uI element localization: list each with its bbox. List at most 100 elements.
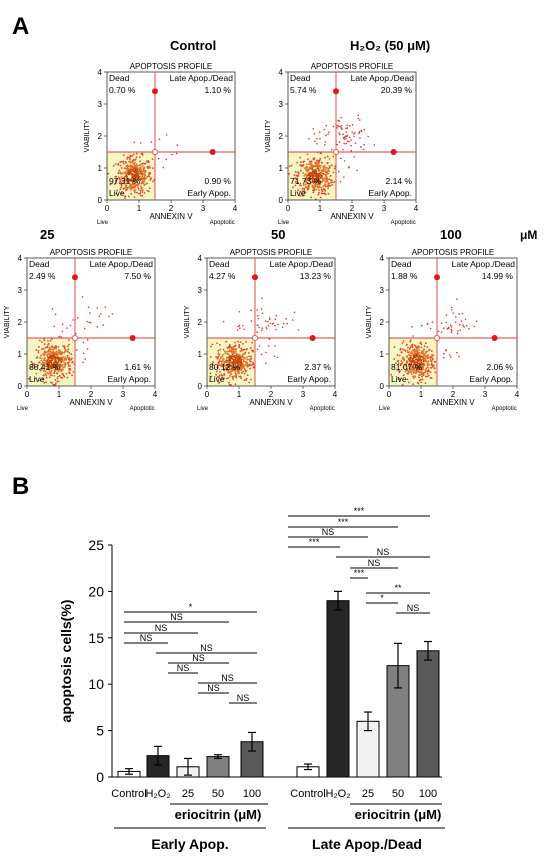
scatter-point	[98, 315, 101, 318]
scatter-point	[393, 358, 396, 360]
scatter-point	[63, 359, 66, 361]
scatter-point	[234, 341, 237, 344]
scatter-point	[108, 315, 110, 318]
scatter-point	[228, 374, 231, 377]
scatter-point	[83, 327, 86, 330]
scatter-point	[127, 195, 130, 198]
scatter-point	[224, 352, 227, 355]
scatter-point	[141, 164, 144, 167]
scatter-point	[158, 138, 161, 141]
quadrant-live-percent: 81.07 %	[391, 362, 423, 372]
scatter-point	[175, 152, 178, 155]
scatter-point	[123, 177, 126, 180]
quadrant-early-label: Early Apop.	[470, 374, 513, 384]
scatter-point	[65, 372, 68, 375]
scatter-point	[332, 125, 335, 128]
scatter-point	[416, 367, 419, 369]
scatter-point	[47, 350, 50, 353]
y-tick-label: 0	[279, 196, 284, 205]
scatter-point	[148, 165, 151, 168]
scatter-point	[431, 321, 434, 324]
flow-plot-title: APOPTOSIS PROFILE	[130, 62, 213, 71]
scatter-point	[418, 366, 421, 369]
scatter-point	[415, 361, 418, 364]
scatter-point	[332, 155, 335, 158]
quadrant-dead-label: Dead	[391, 259, 412, 269]
scatter-point	[56, 353, 58, 356]
scatter-point	[211, 343, 214, 346]
scatter-point	[114, 163, 117, 165]
scatter-point	[399, 347, 402, 350]
scatter-point	[143, 173, 146, 176]
scatter-point	[319, 164, 322, 167]
scatter-point	[424, 354, 427, 357]
scatter-point	[346, 124, 348, 127]
x-tick-label: 4	[515, 390, 520, 399]
scatter-point	[327, 182, 330, 185]
quadrant-late-percent: 14.99 %	[482, 271, 514, 281]
scatter-point	[139, 169, 142, 171]
scatter-point	[151, 167, 154, 170]
scatter-point	[231, 363, 234, 365]
x-tick-label: 3	[121, 390, 126, 399]
scatter-point	[113, 183, 116, 186]
scatter-point	[245, 361, 248, 364]
scatter-point	[68, 351, 71, 354]
scatter-point	[133, 170, 135, 173]
scatter-point	[360, 129, 363, 132]
scatter-point	[117, 162, 120, 165]
scatter-point	[421, 355, 423, 358]
scatter-point	[409, 357, 412, 360]
scatter-point	[265, 326, 267, 329]
scatter-point	[324, 168, 327, 171]
scatter-point	[348, 136, 351, 139]
scatter-point	[319, 174, 322, 176]
scatter-point	[215, 373, 217, 376]
scatter-point	[358, 132, 360, 135]
scatter-point	[145, 177, 148, 180]
flow-plot-condition-label: 50	[271, 227, 285, 242]
scatter-point	[232, 364, 235, 367]
scatter-point	[44, 365, 47, 368]
scatter-point	[345, 142, 348, 145]
quadrant-vertical-handle	[72, 274, 78, 281]
scatter-point	[418, 364, 421, 367]
scatter-point	[458, 355, 460, 358]
scatter-point	[129, 161, 132, 163]
quadrant-live-label: Live	[209, 374, 225, 384]
scatter-point	[242, 370, 245, 373]
scatter-point	[309, 171, 312, 174]
scatter-point	[407, 371, 410, 374]
scatter-point	[269, 322, 272, 325]
scatter-point	[402, 340, 405, 342]
scatter-point	[229, 364, 232, 367]
scatter-point	[306, 153, 309, 156]
scatter-point	[311, 173, 313, 176]
scatter-point	[143, 176, 146, 178]
quadrant-horizontal-handle	[390, 149, 397, 155]
scatter-point	[243, 328, 245, 330]
scatter-point	[420, 362, 423, 365]
scatter-point	[54, 355, 57, 358]
scatter-point	[428, 349, 431, 351]
quadrant-live-label: Live	[391, 374, 407, 384]
scatter-point	[308, 176, 311, 178]
scatter-point	[242, 348, 245, 351]
scatter-point	[120, 179, 122, 182]
scatter-point	[426, 357, 429, 360]
scatter-point	[341, 128, 343, 130]
scatter-point	[421, 367, 424, 370]
scatter-point	[363, 143, 365, 146]
scatter-points	[288, 114, 376, 201]
scatter-point	[415, 363, 418, 366]
scatter-point	[65, 357, 68, 360]
scatter-point	[293, 311, 296, 314]
scatter-point	[409, 340, 412, 343]
scatter-point	[42, 362, 45, 364]
scatter-point	[336, 143, 339, 146]
scatter-point	[292, 186, 294, 189]
scatter-point	[223, 373, 226, 376]
scatter-point	[139, 185, 142, 188]
